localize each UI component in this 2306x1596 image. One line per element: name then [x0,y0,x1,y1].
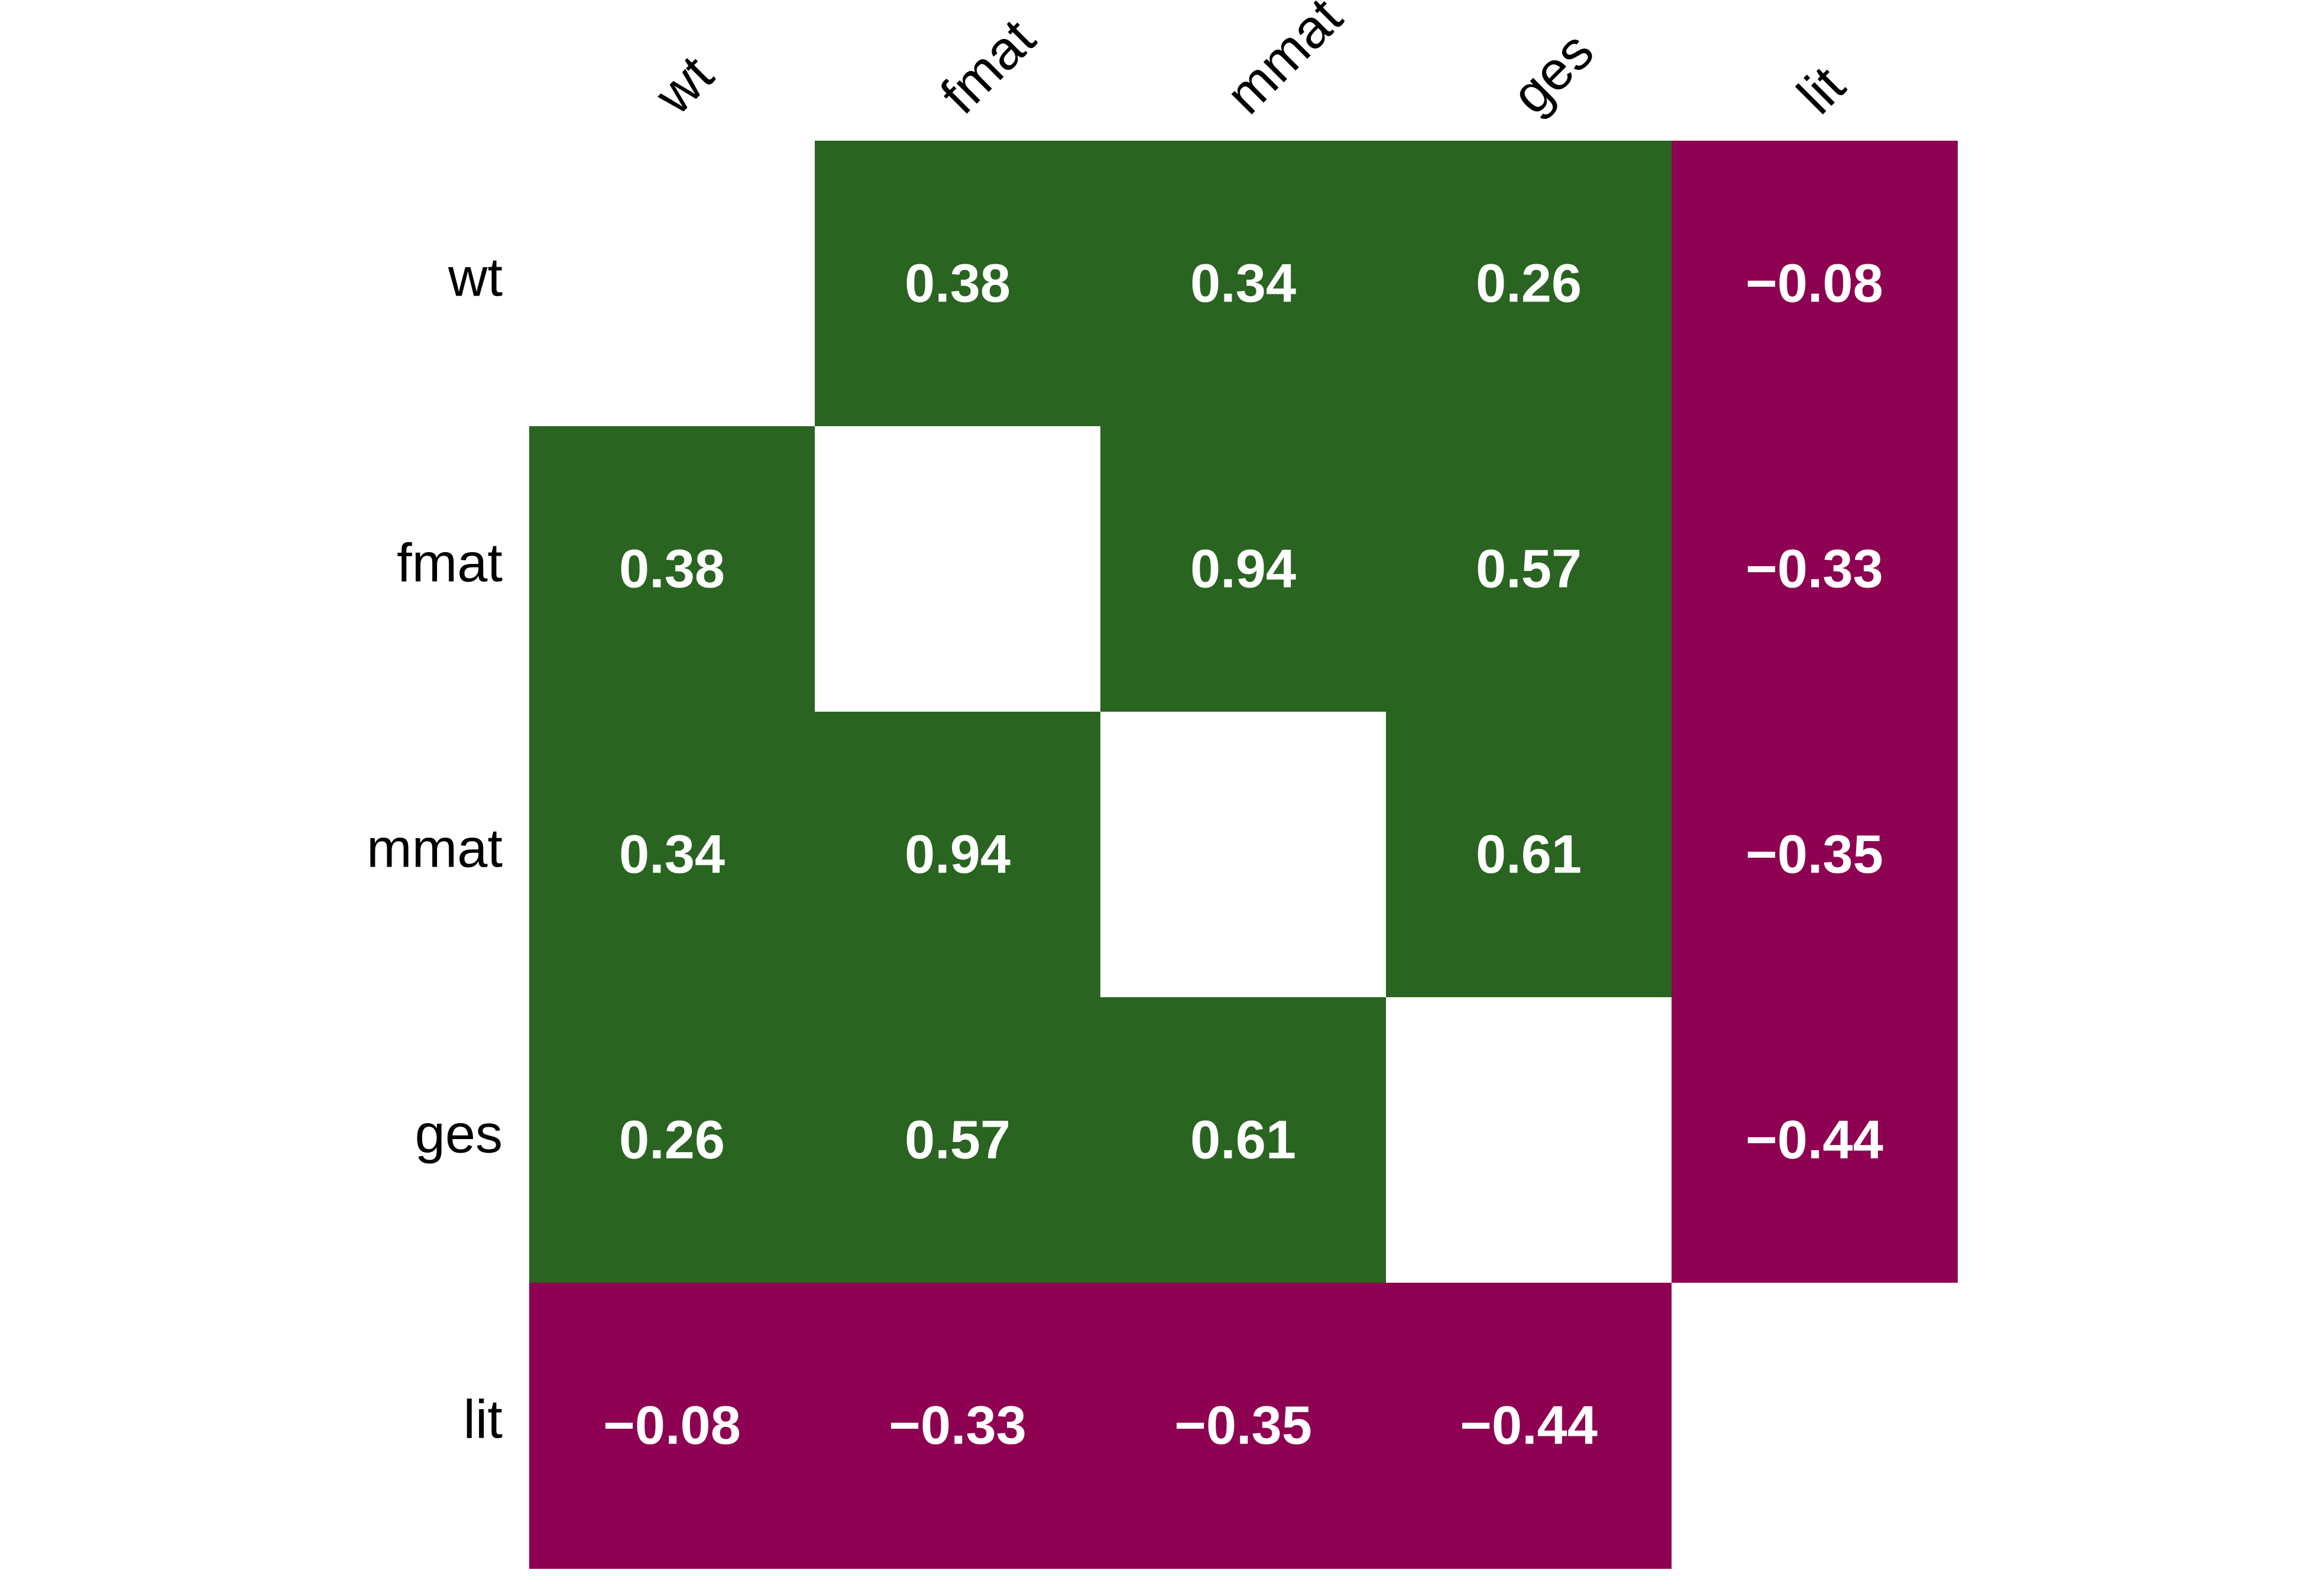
heatmap-cells [529,141,1958,1569]
cell-value-lit-mmat: −0.35 [1174,1396,1312,1456]
heatmap-cell-wt-mmat [1100,141,1387,427]
heatmap-cell-values: 0.38 0.34 0.26 −0.08 0.38 0.94 0.57 −0.33 0.34 0.… [603,254,1883,1456]
cell-value-mmat-wt: 0.34 [619,825,725,885]
heatmap-cell-mmat-mmat [1100,712,1387,998]
cell-value-mmat-fmat: 0.94 [905,825,1011,885]
x-tick-label-lit: lit [1786,55,1857,125]
heatmap-cell-fmat-lit [1672,426,1958,712]
heatmap-cell-ges-fmat [815,997,1101,1283]
heatmap-cell-lit-lit [1672,1283,1958,1569]
heatmap-cell-lit-fmat [815,1283,1101,1569]
heatmap-cell-mmat-ges [1386,712,1672,998]
heatmap-cell-fmat-fmat [815,426,1101,712]
cell-value-wt-mmat: 0.34 [1190,254,1296,314]
heatmap-cell-lit-ges [1386,1283,1672,1569]
heatmap-cell-ges-mmat [1100,997,1387,1283]
heatmap-cell-wt-ges [1386,141,1672,427]
cell-value-wt-fmat: 0.38 [905,254,1011,314]
heatmap-cell-wt-lit [1672,141,1958,427]
y-tick-label-wt: wt [448,248,503,308]
x-tick-label-mmat: mmat [1215,0,1354,125]
y-axis-tick-labels: wt fmat mmat ges lit [367,248,503,1450]
y-tick-label-lit: lit [464,1390,503,1450]
heatmap-cell-fmat-ges [1386,426,1672,712]
heatmap-cell-fmat-mmat [1100,426,1387,712]
x-tick-label-ges: ges [1501,21,1605,125]
y-tick-label-mmat: mmat [367,819,503,879]
cell-value-lit-wt: −0.08 [603,1396,741,1456]
heatmap-cell-lit-wt [529,1283,815,1569]
heatmap-cell-ges-ges [1386,997,1672,1283]
cell-value-fmat-mmat: 0.94 [1190,539,1296,599]
heatmap-cell-ges-wt [529,997,815,1283]
x-tick-label-wt: wt [643,44,725,126]
cell-value-fmat-wt: 0.38 [619,539,725,599]
cell-value-fmat-ges: 0.57 [1476,539,1582,599]
cell-value-mmat-lit: −0.35 [1745,825,1883,885]
cell-value-ges-wt: 0.26 [619,1110,725,1170]
cell-value-mmat-ges: 0.61 [1476,825,1582,885]
cell-value-lit-ges: −0.44 [1460,1396,1598,1456]
heatmap-cell-wt-fmat [815,141,1101,427]
heatmap-cell-lit-mmat [1100,1283,1387,1569]
cell-value-wt-ges: 0.26 [1476,254,1582,314]
heatmap-cell-fmat-wt [529,426,815,712]
cell-value-wt-lit: −0.08 [1745,254,1883,314]
cell-value-fmat-lit: −0.33 [1745,539,1883,599]
x-tick-label-fmat: fmat [929,8,1047,125]
y-tick-label-fmat: fmat [397,533,503,593]
heatmap-cell-wt-wt [529,141,815,427]
heatmap-cell-mmat-fmat [815,712,1101,998]
cell-value-ges-lit: −0.44 [1745,1110,1883,1170]
cell-value-ges-mmat: 0.61 [1190,1110,1296,1170]
heatmap-cell-ges-lit [1672,997,1958,1283]
cell-value-ges-fmat: 0.57 [905,1110,1011,1170]
heatmap-cell-mmat-lit [1672,712,1958,998]
y-tick-label-ges: ges [415,1104,503,1164]
heatmap-cell-mmat-wt [529,712,815,998]
x-axis-tick-labels: wt fmat mmat ges lit [643,0,1857,126]
cell-value-lit-fmat: −0.33 [889,1396,1026,1456]
